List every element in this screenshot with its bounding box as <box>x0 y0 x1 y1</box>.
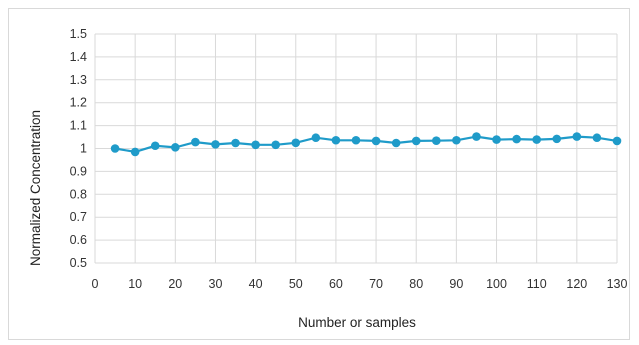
x-tick-label: 30 <box>209 277 223 291</box>
data-point <box>512 134 521 144</box>
x-axis-label: Number or samples <box>298 315 416 330</box>
y-tick-label: 1 <box>80 142 87 156</box>
data-point <box>331 135 341 145</box>
x-tick-label: 120 <box>566 277 587 291</box>
x-tick-label: 40 <box>249 277 263 291</box>
x-tick-label: 10 <box>128 277 142 291</box>
data-point <box>251 140 260 150</box>
chart-frame <box>8 8 630 340</box>
data-point <box>271 140 280 150</box>
x-tick-label: 100 <box>486 277 507 291</box>
x-tick-label: 50 <box>289 277 303 291</box>
data-point <box>191 137 200 147</box>
data-point <box>231 138 240 148</box>
data-point <box>391 138 401 148</box>
x-tick-label: 80 <box>409 277 423 291</box>
x-tick-label: 110 <box>527 277 547 291</box>
data-point <box>452 135 461 145</box>
gridlines <box>94 33 618 264</box>
x-tick-labels: 0 10 20 30 40 50 60 70 80 90 100 110 120 130 <box>92 277 628 291</box>
y-tick-label: 0.9 <box>70 164 87 178</box>
y-tick-label: 1.2 <box>70 96 87 110</box>
data-point <box>472 132 481 141</box>
y-tick-label: 0.8 <box>70 187 87 201</box>
y-tick-label: 1.1 <box>70 119 87 133</box>
data-point <box>110 144 120 153</box>
y-axis-label: Normalized Concentration <box>28 110 43 266</box>
y-tick-label: 0.5 <box>70 256 87 270</box>
data-point <box>592 133 602 143</box>
x-tick-label: 130 <box>607 277 628 291</box>
x-tick-label: 70 <box>369 277 383 291</box>
data-point <box>351 135 361 145</box>
y-tick-label: 1.3 <box>70 73 87 87</box>
data-point <box>612 136 622 146</box>
x-tick-label: 0 <box>92 277 99 291</box>
data-point <box>572 132 582 141</box>
data-point <box>130 147 140 157</box>
y-tick-labels: 0.5 0.6 0.7 0.8 0.9 1 1.1 1.2 1.3 1.4 1.5 <box>70 27 87 270</box>
data-point <box>432 136 441 146</box>
data-point <box>171 143 180 152</box>
x-tick-label: 90 <box>449 277 463 291</box>
x-tick-label: 20 <box>168 277 182 291</box>
y-tick-label: 0.7 <box>70 210 87 224</box>
y-tick-label: 1.5 <box>70 27 87 41</box>
series-line <box>114 135 618 154</box>
data-point <box>552 134 562 144</box>
data-point <box>150 141 160 151</box>
x-tick-label: 60 <box>329 277 343 291</box>
data-point <box>371 136 381 146</box>
series-group <box>110 132 622 157</box>
y-tick-label: 0.6 <box>70 233 87 247</box>
data-point <box>492 135 501 144</box>
data-point <box>311 133 321 143</box>
data-point <box>411 136 421 146</box>
data-point <box>291 138 301 148</box>
y-tick-label: 1.4 <box>70 50 87 64</box>
data-point <box>211 140 220 149</box>
data-point <box>532 135 541 144</box>
